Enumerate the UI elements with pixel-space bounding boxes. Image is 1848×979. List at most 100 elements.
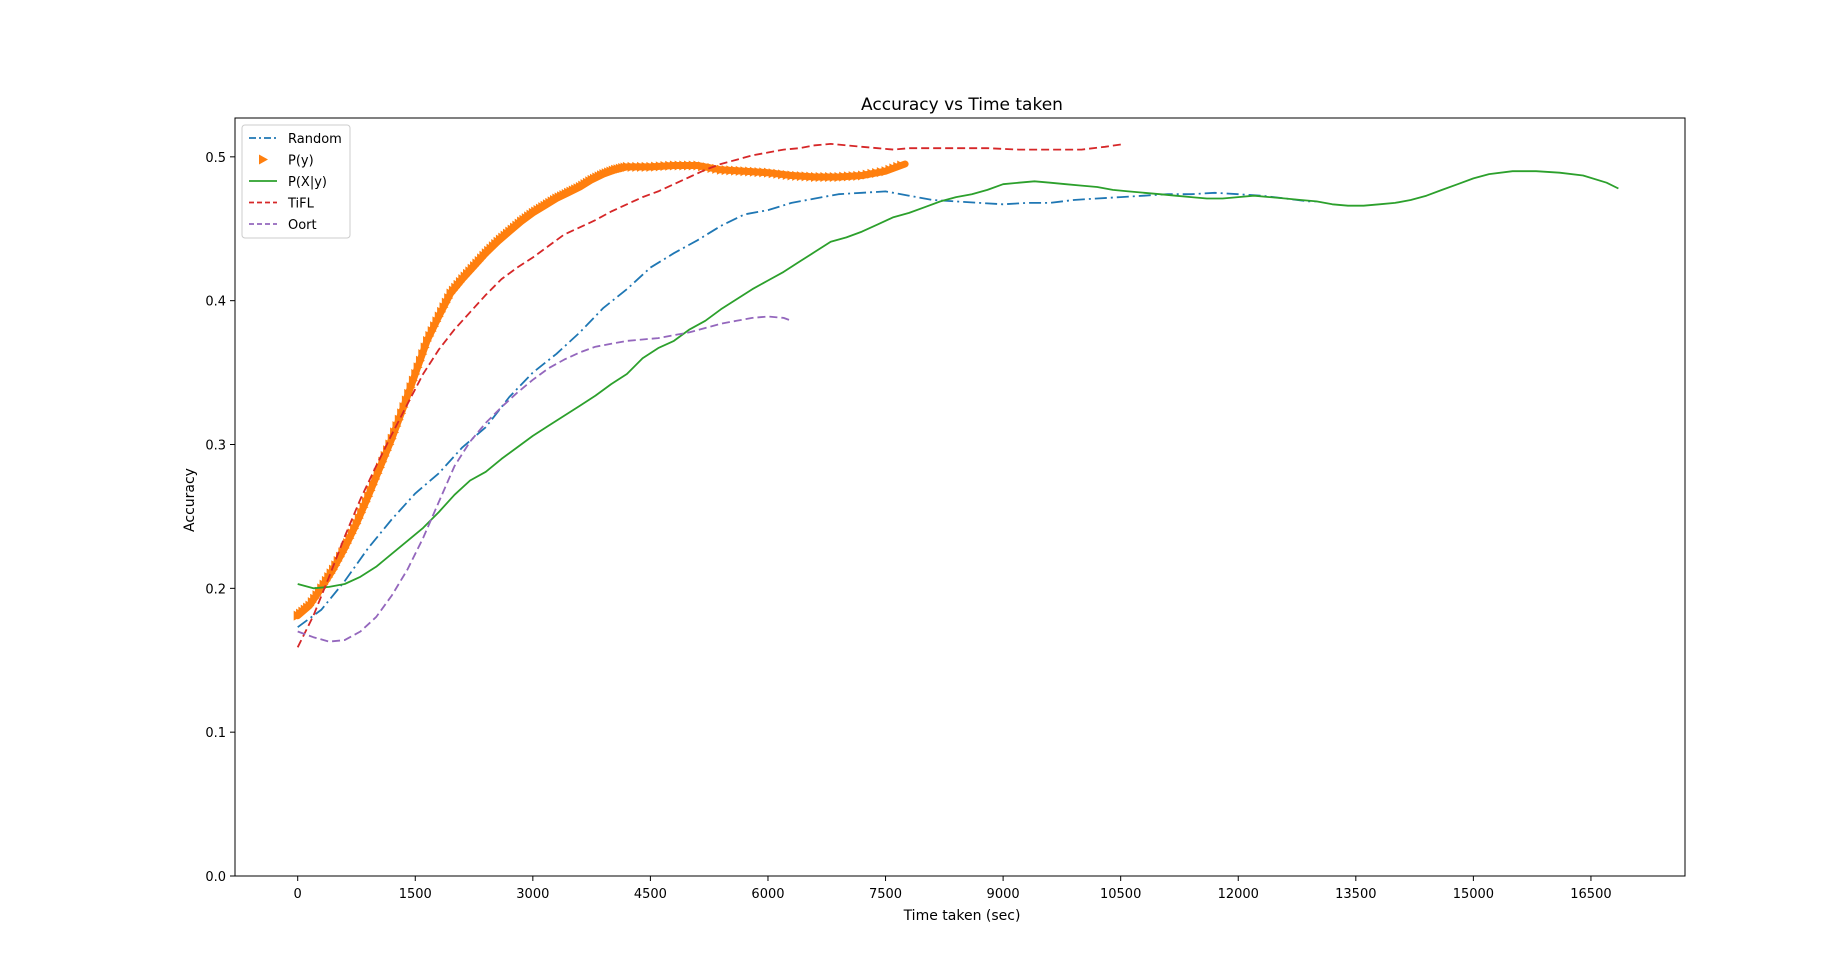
series-marker-p-y [811,171,820,182]
series-marker-p-y [401,395,411,406]
series-marker-p-y [359,502,369,513]
series-marker-p-y [679,160,689,171]
series-marker-p-y [872,167,882,178]
plot-area [293,143,1619,648]
series-marker-p-y [354,513,364,524]
legend-item-p-x-y: P(X|y) [249,175,327,190]
x-axis-label: Time taken (sec) [903,908,1021,924]
legend: Random P(y) P(X|y) TiFL Oort [241,124,351,239]
series-marker-p-y [698,161,708,172]
series-marker-p-y [378,456,388,467]
series-marker-p-y [843,171,853,182]
series-marker-p-y [418,349,428,360]
legend-label: Oort [288,218,317,233]
series-marker-p-y [437,306,447,317]
x-tick-label: 7500 [869,887,902,902]
series-marker-p-y [655,161,665,172]
series-marker-p-y [343,538,353,549]
legend-label: TiFL [287,197,315,212]
series-marker-p-y [366,485,376,496]
series-marker-p-y [735,165,745,176]
y-axis-label: Accuracy [182,468,198,532]
series-marker-p-y [768,168,778,179]
series-marker-p-y [858,170,868,181]
series-marker-p-y [876,167,886,178]
y-tick-label: 0.0 [205,870,226,885]
series-marker-p-y [792,170,802,181]
series-marker-p-y [371,474,381,485]
series-marker-p-y [674,160,684,171]
series-marker-p-y [749,166,759,177]
series-marker-p-y [328,564,338,575]
series-marker-p-y [829,171,839,182]
legend-item-oort: Oort [249,218,317,233]
series-marker-p-y [665,160,675,171]
series-marker-p-y [815,171,825,182]
series-marker-p-y [350,523,360,534]
series-marker-p-y [368,479,378,490]
series-marker-p-y [385,439,395,450]
series-marker-p-y [432,316,442,327]
series-marker-p-y [853,170,863,181]
series-marker-p-y [357,507,367,518]
series-marker-p-y [347,528,357,539]
series-marker-p-y [740,166,750,177]
series-marker-p-y [338,547,348,558]
legend-item-random: Random [249,132,342,147]
series-marker-p-y [651,161,661,172]
series-marker-p-y [796,171,806,182]
series-marker-p-y [848,171,858,182]
legend-item-tifl: TiFL [249,197,315,212]
series-marker-p-y [430,321,440,332]
x-tick-label: 3000 [516,887,549,902]
series-marker-p-y [702,162,712,173]
series-marker-p-y [669,160,679,171]
series-marker-p-y [834,171,844,182]
series-marker-p-y [726,165,736,176]
series-marker-p-y [340,543,350,554]
chart-title: Accuracy vs Time taken [861,95,1063,115]
series-marker-p-y [716,164,726,175]
series-marker-p-y [820,171,830,182]
series-marker-p-y [345,533,355,544]
series-marker-p-y [731,165,741,176]
x-tick-label: 13500 [1335,887,1376,902]
series-marker-p-y [839,171,849,182]
series-marker-p-y [361,496,371,507]
series-marker-p-y [693,160,703,171]
x-tick-label: 4500 [634,887,667,902]
series-marker-p-y [408,375,418,386]
y-tick-label: 0.2 [205,582,226,597]
series-line-tifl [296,143,1125,648]
axes: 0 1500 3000 4500 6000 7500 9000 10500 12000 13500… [205,117,1686,902]
series-marker-p-y [420,342,430,353]
series-marker-p-y [806,171,816,182]
series-marker-p-y [627,161,637,172]
series-marker-p-y [399,402,409,413]
y-tick-label: 0.4 [205,295,226,310]
y-tick-label: 0.5 [205,151,226,166]
x-tick-label: 1500 [399,887,432,902]
legend-label: Random [288,132,342,147]
series-marker-p-y [641,161,651,172]
x-tick-label: 0 [294,887,302,902]
series-marker-p-y [413,362,423,373]
series-marker-p-y [778,169,788,180]
series-marker-p-y [439,302,449,313]
series-marker-p-y [773,168,783,179]
series-marker-p-y [423,335,433,346]
x-tick-label: 10500 [1100,887,1141,902]
y-tick-label: 0.3 [205,439,226,454]
series-marker-p-y [441,297,451,308]
series-oort [297,315,792,643]
series-marker-p-y [754,167,764,178]
series-marker-p-y [632,161,642,172]
series-marker-p-y [406,382,416,393]
series-marker-p-y [411,369,421,380]
y-tick-label: 0.1 [205,726,226,741]
series-marker-p-y [404,388,414,399]
series-marker-p-y [444,293,454,304]
series-tifl [296,143,1125,648]
series-marker-p-y [425,331,435,342]
